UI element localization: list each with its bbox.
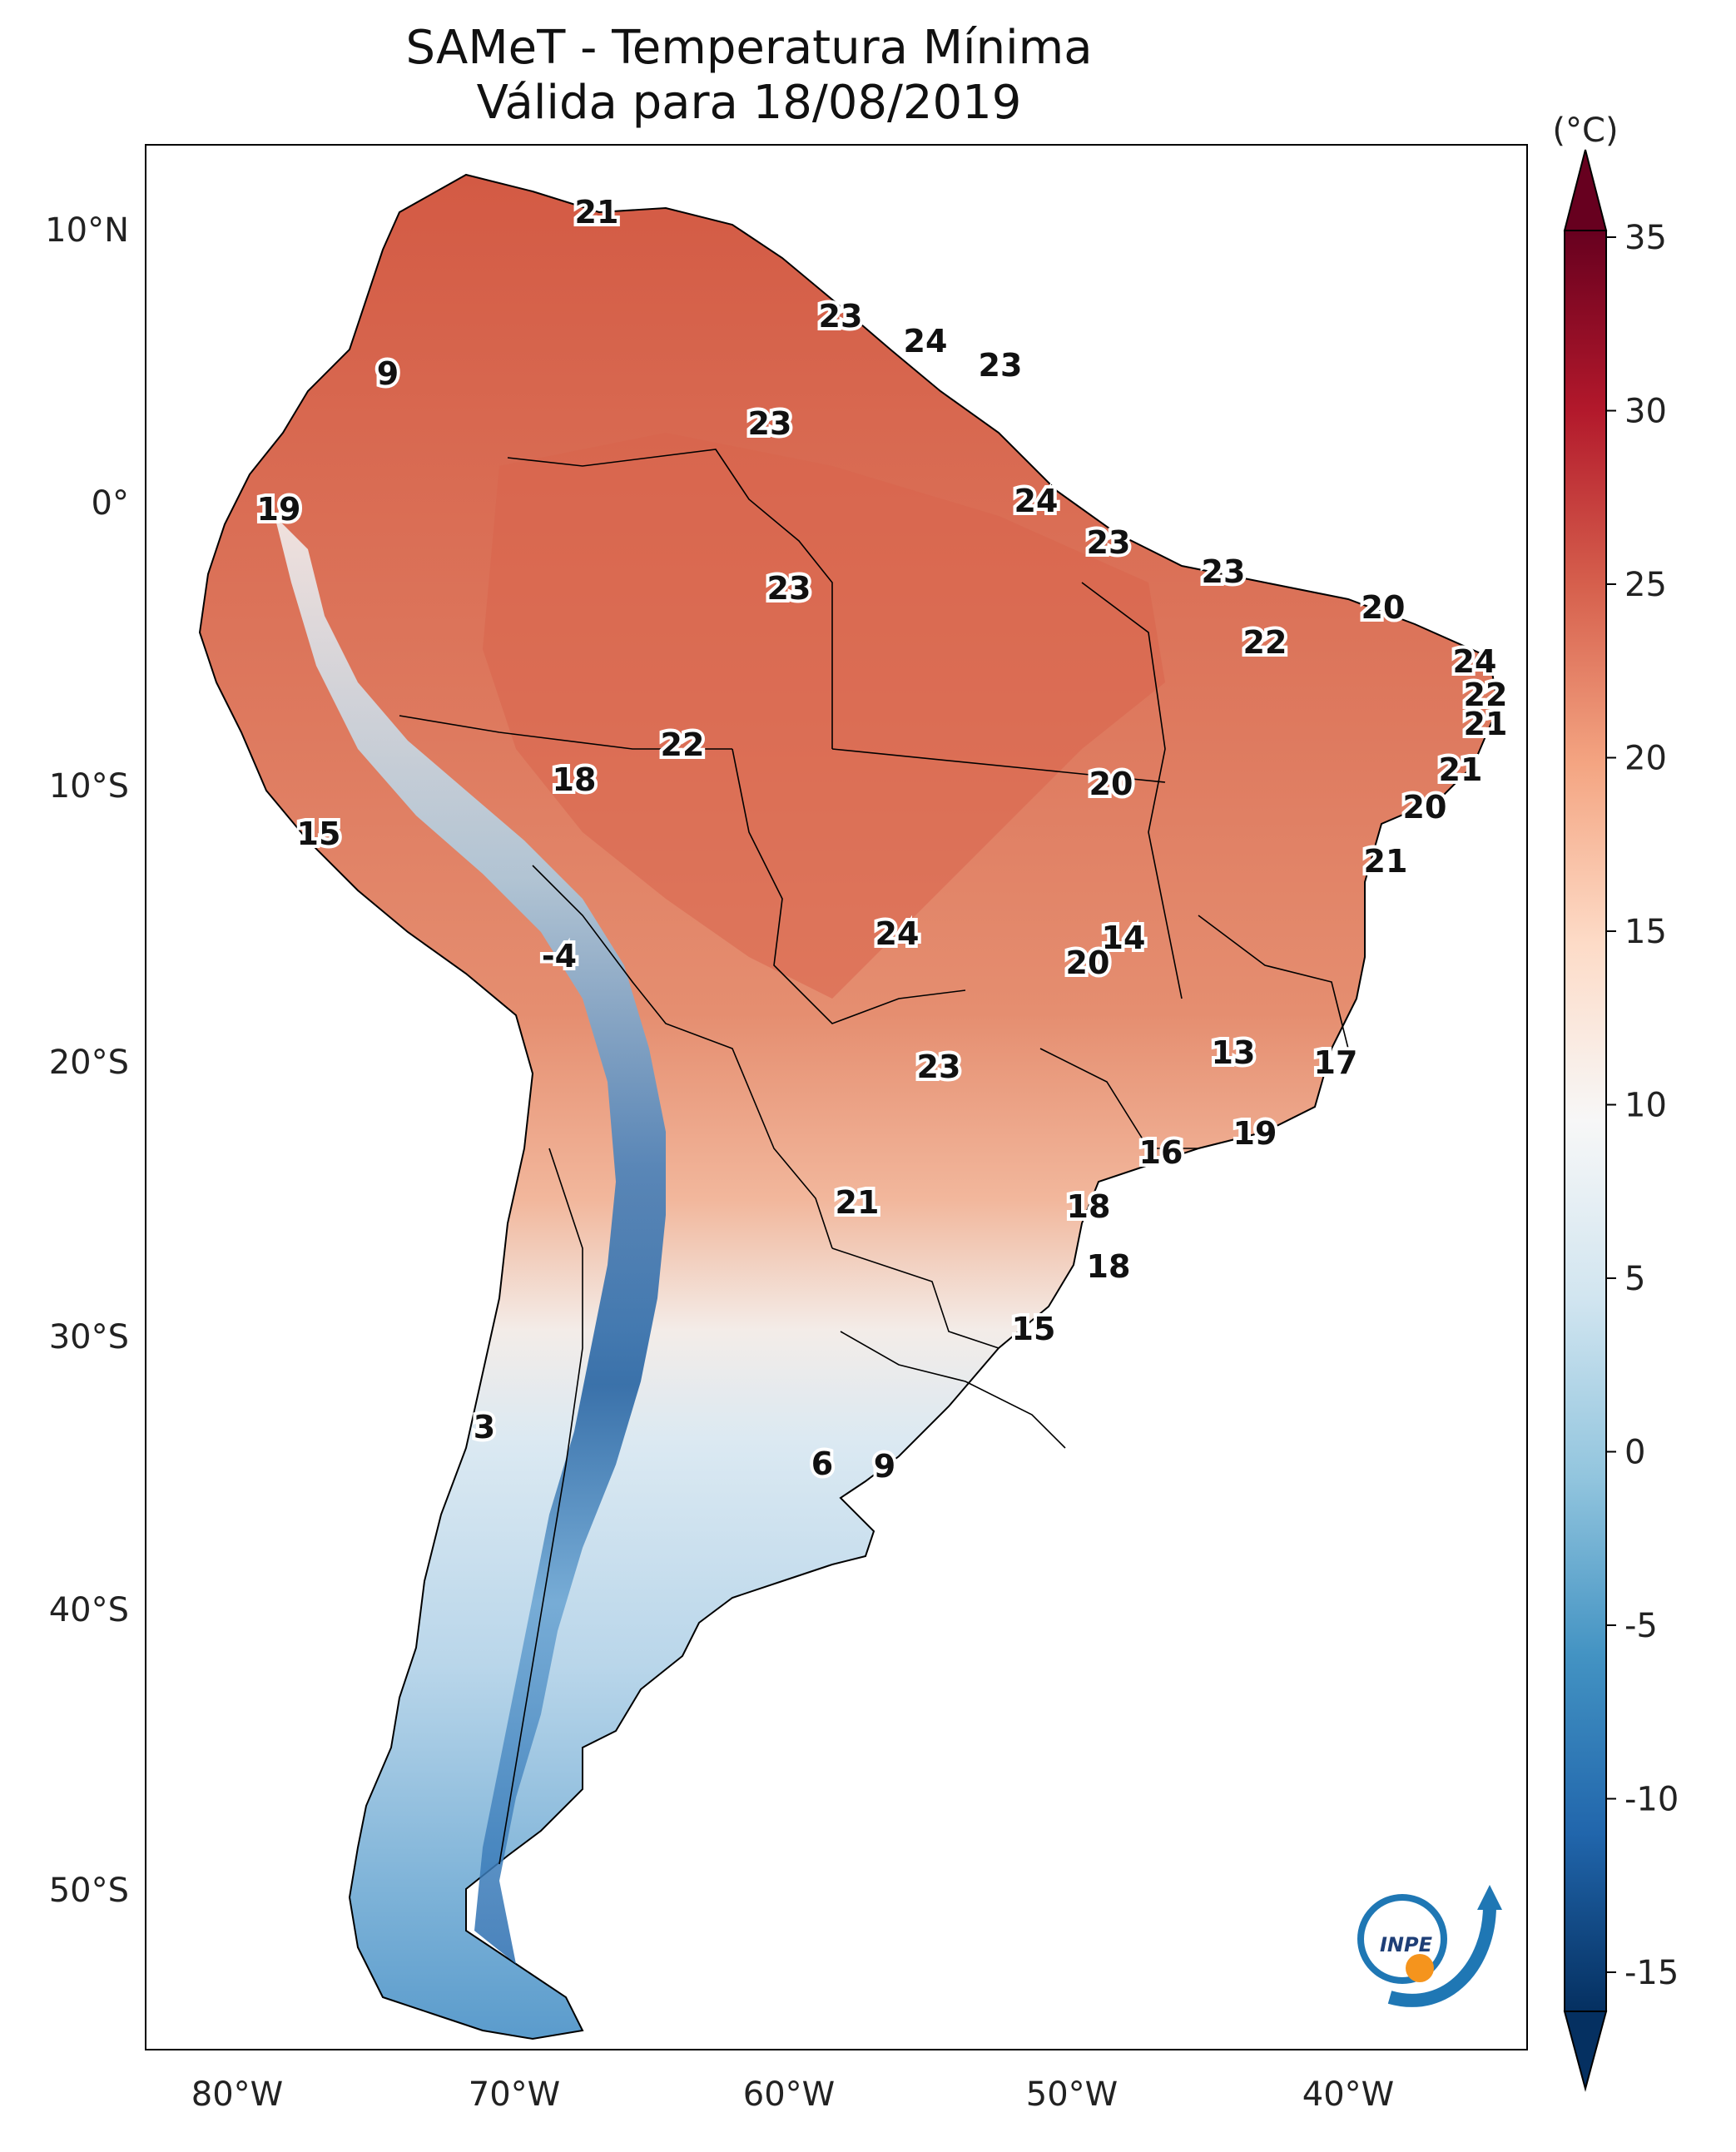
lon-tick: 60°W <box>743 2075 835 2114</box>
colorbar-body <box>1564 230 1607 2012</box>
label-24-suriname: 24 <box>904 323 948 359</box>
lat-tick: 20°S <box>49 1044 129 1082</box>
colorbar-tick-label: 5 <box>1624 1260 1645 1298</box>
map-border <box>145 144 1528 2050</box>
colorbar-tick-label: 20 <box>1624 740 1667 778</box>
label-22-piaui: 22 <box>1243 624 1287 661</box>
colorbar-tick-label: 10 <box>1624 1087 1667 1125</box>
label-21-al: 21 <box>1439 751 1483 788</box>
label-23-guiana: 23 <box>979 347 1023 384</box>
lon-tick: 50°W <box>1026 2075 1118 2114</box>
label-3-chile: 3 <box>474 1409 495 1445</box>
label-23-para-north: 23 <box>1087 524 1131 561</box>
label-23-roraima: 23 <box>748 405 792 442</box>
temperature-field <box>198 173 1500 2040</box>
continent-land <box>198 173 1500 2040</box>
colorbar-tick-label: 15 <box>1624 913 1667 951</box>
label-21-ba: 21 <box>1364 843 1408 880</box>
station-labels: 21 23 24 23 9 23 19 24 23 23 23 20 22 24… <box>254 191 1511 1488</box>
label-20-se: 20 <box>1403 789 1447 826</box>
lon-tick: 40°W <box>1302 2075 1394 2114</box>
lon-ticks: 80°W 70°W 60°W 50°W 40°W <box>191 2075 1394 2114</box>
label-20-tocantins: 20 <box>1089 766 1133 802</box>
label-22-pb: 22 <box>1464 677 1508 713</box>
label-21-north: 21 <box>575 194 619 231</box>
colorbar-tick-label: -10 <box>1624 1781 1679 1819</box>
chart-subtitle: Válida para 18/08/2019 <box>476 76 1022 130</box>
colorbar-tick-label: 35 <box>1624 219 1667 257</box>
label-15-rs: 15 <box>1012 1311 1056 1347</box>
label-23-amazonas: 23 <box>767 570 811 607</box>
inpe-logo: INPE <box>1357 1885 1502 2007</box>
amazon-warm-core <box>483 433 1165 999</box>
lon-tick: 80°W <box>191 2075 283 2114</box>
andes-cold-band <box>275 516 666 1964</box>
lon-tick: 70°W <box>469 2075 560 2114</box>
label-20-ceara: 20 <box>1362 589 1406 626</box>
label-24-amapa: 24 <box>1014 483 1059 519</box>
label-21-paraguay: 21 <box>836 1184 880 1221</box>
label-23-ms: 23 <box>917 1049 961 1085</box>
label-15-peru: 15 <box>297 816 341 852</box>
label-24-rn: 24 <box>1453 643 1497 680</box>
colorbar-tick-label: -5 <box>1624 1607 1658 1645</box>
label-minus4-bolivia: -4 <box>542 938 577 974</box>
logo-dot-icon <box>1406 1954 1434 1982</box>
label-13-mg: 13 <box>1212 1034 1256 1071</box>
lat-ticks: 10°N 0° 10°S 20°S 30°S 40°S 50°S <box>45 211 129 1910</box>
lat-tick: 40°S <box>49 1591 129 1629</box>
label-9-montevideo: 9 <box>874 1448 895 1485</box>
lat-tick: 0° <box>92 484 129 523</box>
colorbar-tick-label: 0 <box>1624 1434 1645 1472</box>
logo-text: INPE <box>1380 1933 1433 1956</box>
label-21-pe: 21 <box>1464 706 1508 742</box>
label-9-colombia: 9 <box>377 355 399 392</box>
label-17-es: 17 <box>1314 1044 1358 1081</box>
colorbar-min-extend <box>1563 2011 1608 2092</box>
chart-title: SAMeT - Temperatura Mínima <box>405 21 1093 75</box>
colorbar-tick-label: 25 <box>1624 566 1667 604</box>
label-6-buenos-aires: 6 <box>811 1445 833 1482</box>
label-23-maranhao: 23 <box>1202 553 1246 590</box>
lat-tick: 30°S <box>49 1318 129 1356</box>
label-18-acre: 18 <box>553 761 597 798</box>
label-22-rondonia: 22 <box>661 726 705 763</box>
label-18-sc: 18 <box>1087 1248 1131 1285</box>
colorbar: (°C) 35 30 25 20 15 10 5 0 -5 -10 -15 <box>1552 112 1679 2092</box>
country-borders <box>399 449 1349 1865</box>
lat-tick: 10°N <box>45 211 129 250</box>
label-16-sp: 16 <box>1139 1134 1183 1171</box>
label-20-df: 20 <box>1066 945 1110 981</box>
colorbar-tick-label: 30 <box>1624 393 1667 431</box>
label-23-guyana: 23 <box>819 298 863 335</box>
label-19-rj: 19 <box>1233 1115 1277 1152</box>
lat-tick: 10°S <box>49 767 129 806</box>
label-14-go: 14 <box>1102 920 1146 956</box>
colorbar-ticks: 35 30 25 20 15 10 5 0 -5 -10 -15 <box>1606 219 1679 1992</box>
lat-tick: 50°S <box>49 1872 129 1910</box>
label-24-mt: 24 <box>875 915 920 952</box>
colorbar-max-extend <box>1563 149 1608 231</box>
label-19-ecuador: 19 <box>257 491 301 528</box>
colorbar-tick-label: -15 <box>1624 1954 1679 1992</box>
colorbar-unit: (°C) <box>1552 112 1618 150</box>
label-18-pr: 18 <box>1067 1188 1111 1225</box>
